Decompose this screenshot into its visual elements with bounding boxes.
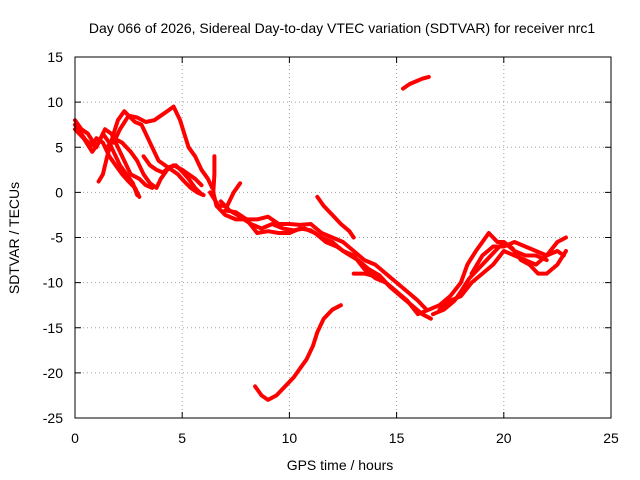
y-tick-label: -10 bbox=[43, 275, 63, 291]
series-track-18 bbox=[401, 74, 431, 91]
y-tick-label: 15 bbox=[47, 49, 63, 65]
y-tick-label: 5 bbox=[55, 139, 63, 155]
y-tick-label: -20 bbox=[43, 365, 63, 381]
x-tick-label: 5 bbox=[178, 430, 186, 446]
tick-labels: 0 5 10 15 20 25 -25 -20 -15 -10 -5 0 5 10 15 bbox=[43, 49, 619, 446]
chart-title: Day 066 of 2026, Sidereal Day-to-day VTE… bbox=[89, 20, 595, 36]
y-axis-label: SDTVAR / TECUs bbox=[6, 182, 22, 294]
x-tick-label: 0 bbox=[71, 430, 79, 446]
series-track-11 bbox=[223, 208, 399, 294]
x-axis-label: GPS time / hours bbox=[287, 457, 394, 473]
x-tick-label: 20 bbox=[496, 430, 512, 446]
y-tick-label: 10 bbox=[47, 94, 63, 110]
x-tick-label: 10 bbox=[282, 430, 298, 446]
series-track-8 bbox=[211, 154, 429, 312]
data-series bbox=[73, 74, 568, 402]
series-track-17 bbox=[253, 303, 343, 402]
series-track-12 bbox=[315, 194, 356, 240]
y-tick-label: -25 bbox=[43, 410, 63, 426]
y-tick-label: -15 bbox=[43, 320, 63, 336]
series-track-5 bbox=[111, 104, 215, 190]
x-tick-label: 15 bbox=[389, 430, 405, 446]
grid-lines bbox=[75, 57, 611, 418]
series-track-4 bbox=[96, 109, 206, 198]
series-track-7 bbox=[141, 154, 204, 197]
y-tick-label: 0 bbox=[55, 184, 63, 200]
series-track-10 bbox=[208, 181, 243, 208]
axis-ticks bbox=[74, 56, 612, 419]
y-tick-label: -5 bbox=[51, 230, 64, 246]
series-track-6 bbox=[105, 136, 204, 190]
series-track-16 bbox=[469, 240, 566, 276]
x-tick-label: 25 bbox=[603, 430, 619, 446]
